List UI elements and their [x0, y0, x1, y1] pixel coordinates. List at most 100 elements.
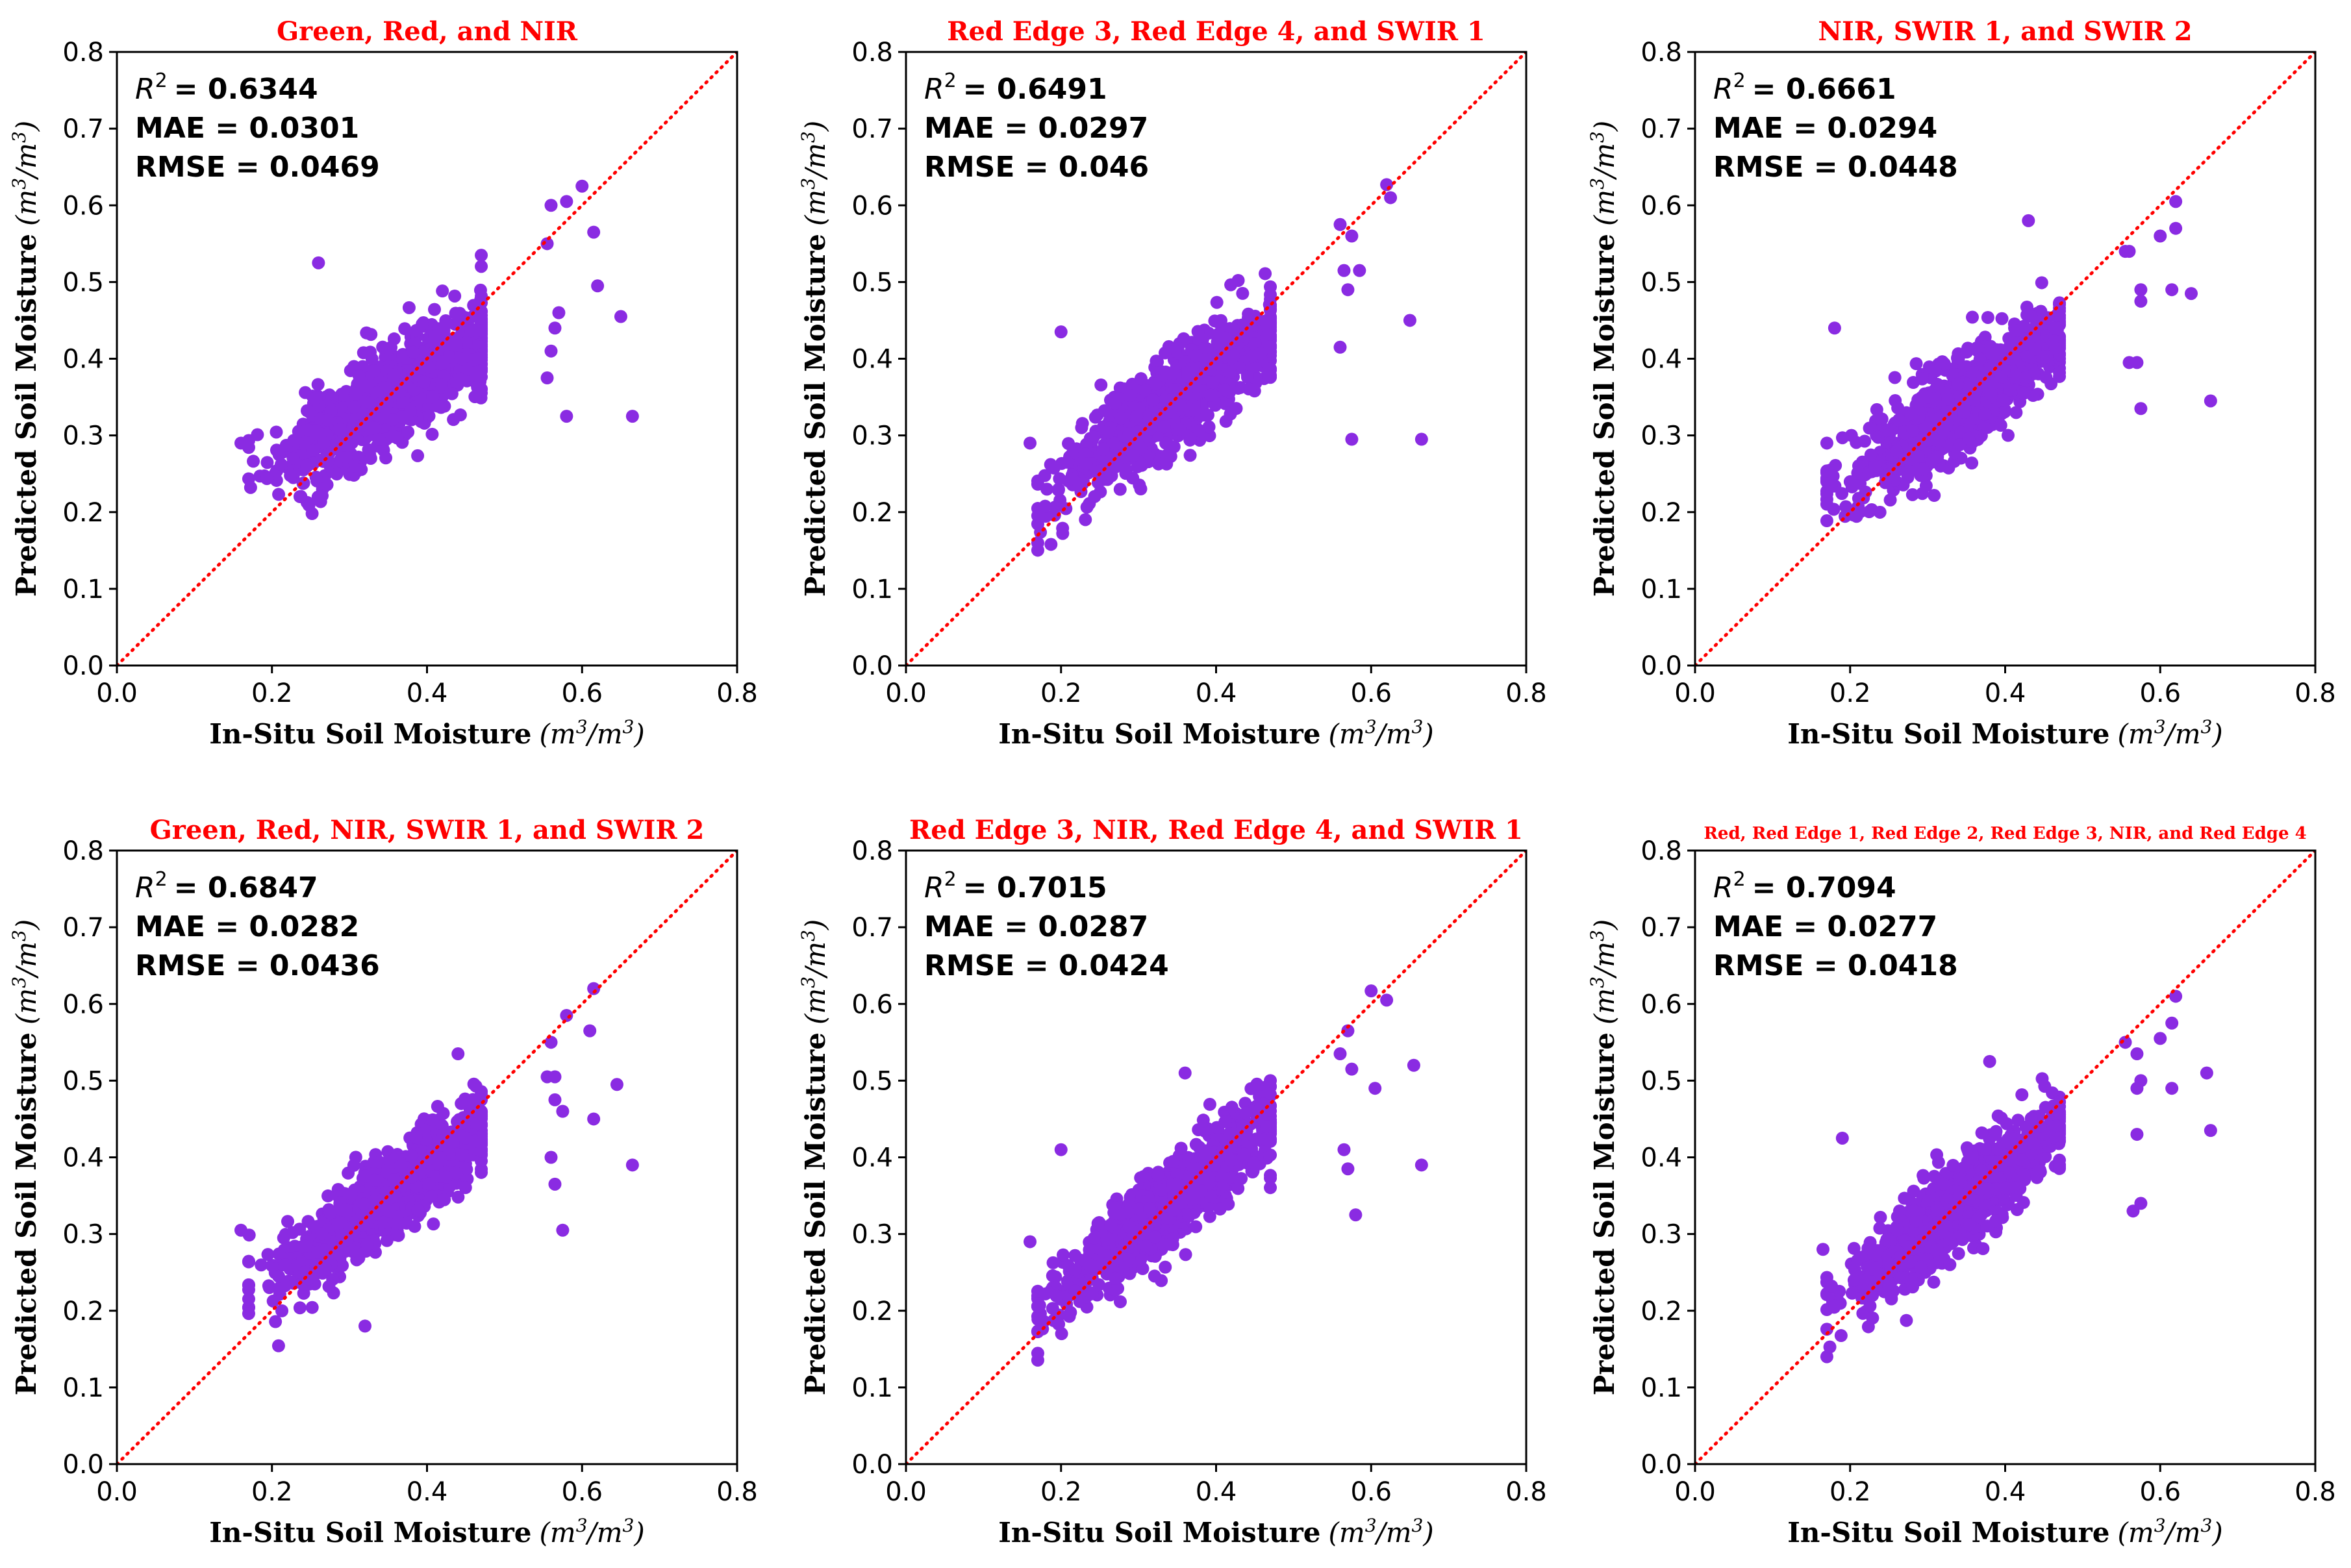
data-point	[242, 1278, 255, 1291]
data-point	[2040, 350, 2054, 364]
y-tick-label: 0.5	[1641, 268, 1682, 297]
data-point	[1928, 392, 1941, 405]
data-point	[1053, 472, 1066, 486]
data-point	[1349, 1208, 1363, 1222]
panel-title: Red Edge 3, Red Edge 4, and SWIR 1	[947, 16, 1485, 47]
x-tick-label: 0.8	[716, 678, 758, 708]
data-point	[1341, 1162, 1355, 1176]
data-point	[312, 256, 325, 269]
data-point	[317, 436, 331, 449]
data-point	[1114, 1295, 1127, 1308]
data-point	[591, 279, 605, 293]
data-point	[1087, 1231, 1101, 1245]
data-point	[1149, 377, 1163, 391]
data-point	[1080, 501, 1094, 514]
data-point	[1203, 1097, 1216, 1111]
data-point	[1919, 479, 1933, 493]
data-point	[1138, 383, 1152, 397]
data-point	[1905, 488, 1919, 501]
data-point	[1092, 1278, 1105, 1291]
data-point	[1931, 450, 1944, 464]
data-point	[1994, 419, 2007, 432]
data-point	[2169, 221, 2183, 235]
data-point	[1098, 404, 1111, 417]
data-point	[247, 454, 260, 468]
data-point	[1820, 436, 1833, 450]
r2-metric: R2 = 0.6491	[924, 69, 1107, 106]
data-point	[1962, 432, 1976, 445]
data-point	[1414, 1158, 1428, 1172]
data-point	[1068, 1249, 1082, 1262]
data-point	[1957, 405, 1971, 419]
data-point	[311, 1245, 325, 1259]
data-point	[1236, 286, 1250, 300]
data-point	[1083, 1243, 1096, 1256]
y-tick-label: 0.7	[62, 913, 104, 943]
x-tick-label: 0.8	[1505, 678, 1547, 708]
data-point	[1198, 1149, 1212, 1162]
data-point	[1057, 1248, 1070, 1262]
data-point	[1909, 357, 1923, 371]
identity-line	[117, 52, 737, 666]
r2-value: = 0.6847	[174, 871, 318, 904]
data-point	[1237, 1147, 1251, 1161]
data-point	[251, 428, 264, 442]
x-tick-label: 0.2	[1829, 678, 1871, 708]
data-point	[1210, 1158, 1224, 1172]
data-point	[1101, 426, 1115, 440]
data-point	[1094, 378, 1108, 392]
data-point	[1996, 393, 2010, 407]
data-point	[544, 344, 558, 358]
data-point	[1024, 436, 1037, 450]
data-point	[1929, 364, 1942, 378]
x-tick-label: 0.0	[885, 678, 927, 708]
y-tick-label: 0.3	[851, 421, 893, 451]
unit-base: m	[1589, 190, 1620, 216]
scatter-panel: Red Edge 3, NIR, Red Edge 4, and SWIR 10…	[798, 815, 1547, 1549]
data-point	[270, 443, 283, 457]
data-point	[1151, 1169, 1165, 1182]
x-tick-label: 0.0	[96, 678, 138, 708]
data-point	[451, 308, 465, 322]
data-point	[296, 477, 310, 490]
data-point	[1851, 466, 1865, 480]
data-point	[425, 427, 439, 441]
data-point	[315, 489, 329, 503]
data-point	[2039, 371, 2053, 384]
data-point	[2130, 356, 2144, 369]
mae-metric: MAE = 0.0287	[924, 910, 1148, 943]
data-point	[416, 345, 429, 359]
rmse-metric: RMSE = 0.046	[924, 151, 1149, 184]
data-point	[469, 1079, 483, 1093]
data-point	[1218, 383, 1232, 397]
data-point	[279, 438, 293, 452]
data-point	[1986, 347, 2000, 361]
y-tick-label: 0.4	[62, 345, 104, 375]
data-point	[1122, 1252, 1136, 1265]
data-point	[1212, 327, 1226, 341]
data-point	[451, 1047, 465, 1061]
data-point	[275, 458, 288, 471]
data-point	[466, 1093, 480, 1106]
data-point	[293, 1301, 307, 1315]
data-point	[380, 1234, 394, 1247]
data-point	[394, 1217, 407, 1230]
data-point	[1203, 362, 1217, 376]
rmse-metric: RMSE = 0.0436	[135, 949, 380, 982]
data-point	[1873, 505, 1887, 519]
unit-exp: 3	[1412, 716, 1424, 738]
data-point	[1922, 433, 1936, 447]
x-axis-label-text: In-Situ Soil Moisture	[1787, 718, 2109, 750]
unit-base: m	[799, 143, 831, 169]
r2-exponent: 2	[944, 868, 957, 891]
data-point	[1916, 462, 1930, 476]
unit-base: m	[1339, 718, 1365, 750]
r2-metric: R2 = 0.7015	[924, 868, 1107, 904]
data-point	[2048, 341, 2062, 355]
data-point	[1158, 346, 1172, 360]
data-point	[1196, 1171, 1210, 1185]
identity-line	[906, 851, 1526, 1464]
data-point	[1079, 438, 1093, 451]
y-tick-label: 0.6	[851, 191, 893, 221]
data-point	[1046, 1302, 1059, 1315]
